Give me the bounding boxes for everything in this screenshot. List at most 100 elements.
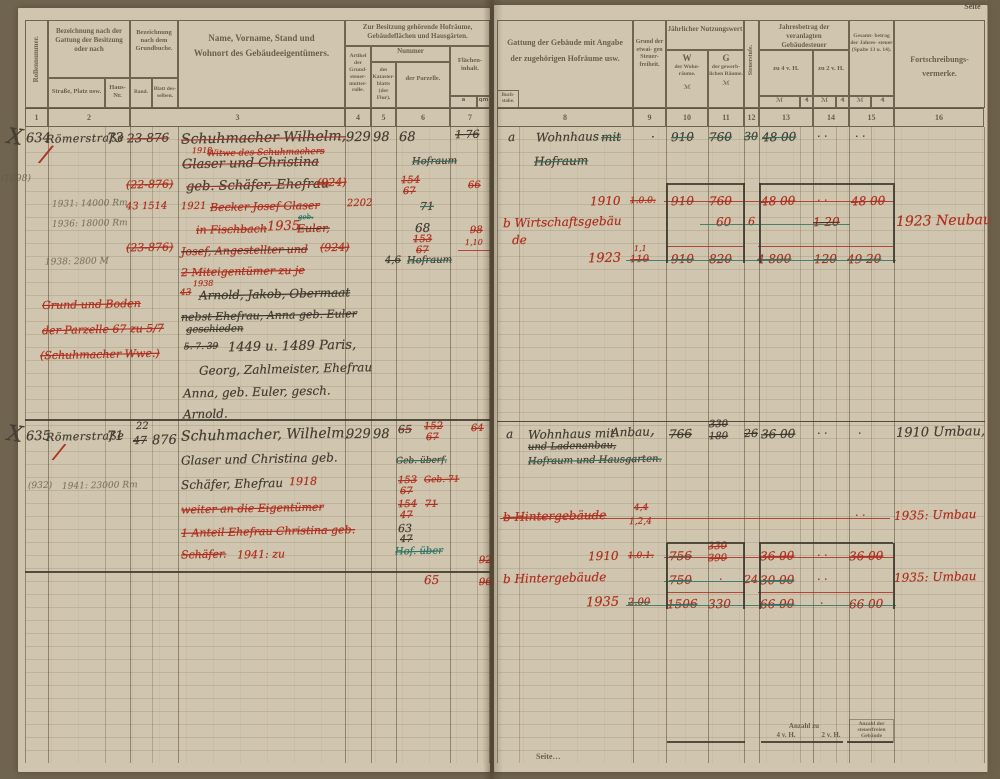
handwriting-entry: 66 [467, 179, 481, 192]
handwriting-entry: 66 00 [759, 596, 795, 612]
right-page [494, 5, 988, 772]
handwriting-entry: 1941: 23000 Rm [61, 480, 138, 492]
handwriting-entry: und Ladenanbau, [527, 440, 617, 453]
handwriting-entry: 4,4 [633, 502, 649, 514]
header-col8-gattung-gebaeude: Gattung der Gebäude mit Angabe der zugeh… [497, 20, 633, 108]
handwriting-entry: 1449 u. 1489 Paris, [227, 337, 357, 356]
handwriting-entry: Hofraum [533, 153, 589, 169]
handwriting-entry: 1931: 14000 Rm [51, 198, 128, 210]
grid-line [519, 127, 520, 763]
colnum-4: 4 [345, 108, 371, 127]
handwriting-entry: 36 00 [760, 426, 796, 442]
handwriting-entry: Glaser und Christina geb. [180, 450, 338, 468]
handwriting-entry: 49 20 [846, 251, 882, 267]
grid-line [744, 127, 745, 763]
grid-line [396, 127, 397, 763]
header-col3-band: Band. [130, 78, 152, 108]
handwriting-entry: 47 [132, 433, 148, 448]
handwriting-entry: Hofraum [406, 254, 453, 267]
handwriting-entry: 756 [668, 548, 693, 564]
ink-stroke [700, 224, 850, 225]
handwriting-entry: 1,1 [633, 243, 647, 254]
handwriting-entry: (924) [319, 240, 350, 255]
colnum-8: 8 [497, 108, 633, 127]
grid-line [836, 127, 837, 763]
handwriting-entry: 1936: 18000 Rm [51, 218, 128, 230]
ink-stroke [664, 581, 794, 582]
grid-line [497, 127, 498, 763]
handwriting-entry: 65 [397, 422, 413, 437]
handwriting-entry: 26 [743, 426, 759, 441]
handwriting-entry: 1935: Umbau [893, 569, 977, 585]
handwriting-entry: 152 [423, 420, 444, 433]
colnum-3: 3 [130, 108, 345, 127]
header-col15-unit-pfennig: ₰ [871, 96, 894, 108]
handwriting-entry: geschieden [185, 323, 244, 336]
header-col7-flaeche: Flächen- inhalt. [450, 46, 490, 96]
header-col2-strasse: Straße, Platz usw. [48, 78, 105, 108]
ruled-lines-right [497, 127, 985, 763]
ink-stroke [667, 741, 745, 743]
ink-stroke [666, 543, 668, 609]
handwriting-entry: 1938: 2800 M [44, 256, 109, 268]
handwriting-entry: 1910 [589, 193, 621, 209]
handwriting-entry: 67 [399, 485, 413, 498]
handwriting-entry: Hof. über [394, 545, 444, 558]
handwriting-entry: 1923 Neubau [895, 211, 993, 231]
handwriting-entry: 68 [398, 129, 416, 146]
handwriting-entry: · · [816, 572, 828, 587]
page-edge-shadow [987, 0, 1000, 779]
handwriting-entry: 24 [743, 572, 759, 587]
header-col7-unit-a: a [450, 96, 477, 108]
col10-label: der Wohn- räume. [674, 64, 700, 78]
handwriting-entry: 71 [106, 428, 124, 445]
handwriting-entry: 390 [707, 552, 728, 565]
colnum-10: 10 [666, 108, 708, 127]
handwriting-entry: Geb. 71 [423, 474, 460, 486]
ink-stroke [759, 543, 761, 609]
header-col12-steuerstufe: Steuerstufe. [744, 20, 759, 108]
handwriting-entry: 1921 [180, 200, 207, 213]
handwriting-entry: 1506 [666, 596, 698, 612]
handwriting-entry: mit [600, 129, 622, 145]
ink-stroke [664, 557, 894, 558]
ink-stroke [667, 246, 745, 247]
footer-anzahl-zu: Anzahl zu [788, 722, 820, 730]
header-col13-unit-mark: ℳ [759, 96, 800, 108]
grid-line [894, 127, 895, 763]
seite-top-label: Seite [964, 2, 981, 11]
grid-line [489, 127, 490, 763]
header-col16-fortschreibung: Fortschreibungs- vermerke. [894, 20, 985, 108]
handwriting-entry: Anbau, [610, 424, 654, 440]
header-col7-unit-qm: qm [477, 96, 490, 108]
handwriting-entry: Anna, geb. Euler, gesch. [182, 383, 331, 401]
header-group-hofraeume: Zur Besitzung gehörende Hofräume, Gebäud… [345, 20, 490, 46]
grid-line [450, 127, 451, 763]
header-col13-unit-pfennig: ₰ [800, 96, 813, 108]
handwriting-entry: Hofraum [411, 155, 458, 168]
col10-unit-mark: ℳ [683, 84, 691, 91]
handwriting-entry: · · [854, 129, 866, 144]
ink-stroke [500, 518, 890, 519]
handwriting-entry: (924) [316, 175, 347, 190]
handwriting-entry: X [5, 124, 25, 151]
header-col14-unit-mark: ℳ [813, 96, 836, 108]
handwriting-entry: b Wirtschaftsgebäu [502, 213, 622, 231]
col11-label: der gewerb- lichen Räume. [709, 64, 743, 78]
handwriting-entry: 750 [668, 572, 693, 588]
handwriting-entry: 180 [708, 430, 729, 443]
handwriting-entry: · [650, 129, 655, 145]
handwriting-entry: a [505, 426, 514, 442]
handwriting-entry: 910 [670, 251, 695, 267]
header-col15-gesamtbetrag: Gesamt- betrag der Jahres- steuer (Spalt… [849, 20, 894, 96]
ink-stroke [847, 741, 893, 743]
ruled-lines-left [25, 127, 490, 763]
handwriting-entry: 2202 [346, 197, 373, 210]
handwriting-entry: 30 00 [759, 572, 795, 588]
col10-w: W [682, 53, 692, 63]
col11-unit-mark: ℳ [722, 80, 730, 87]
handwriting-entry: 1923 [587, 250, 622, 267]
handwriting-entry: · · [854, 508, 866, 523]
handwriting-entry: 30 [743, 129, 759, 144]
